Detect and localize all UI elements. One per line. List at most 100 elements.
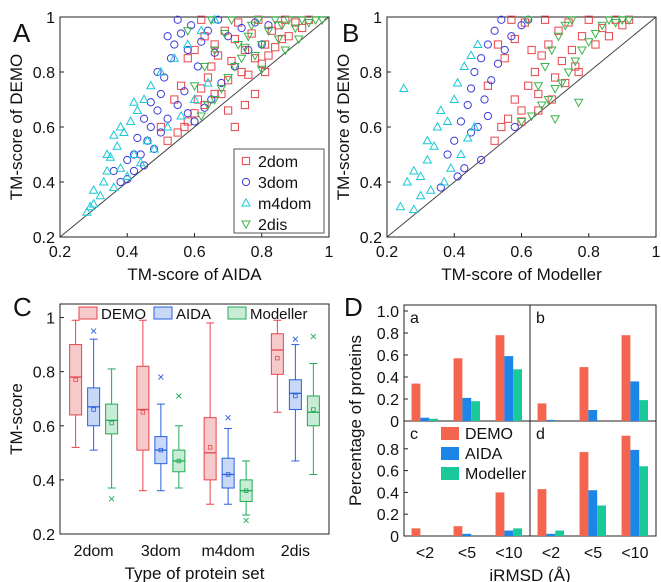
y-tick-label: 0.6 (377, 464, 399, 481)
outlier-AIDA (91, 329, 96, 334)
x-tick-label: <10 (495, 545, 522, 562)
data-point-3dom (164, 115, 171, 122)
y-tick-label: 0.2 (377, 507, 399, 524)
data-point-2dis (251, 53, 259, 60)
bar-DEMO (580, 452, 589, 536)
legend-label: Modeller (250, 306, 308, 323)
data-point-m4dom (437, 106, 445, 113)
box-AIDA (222, 458, 234, 488)
data-point-m4dom (130, 98, 138, 105)
data-point-2dom (204, 74, 211, 81)
outlier-Modeller (176, 394, 181, 399)
outlier-Modeller (109, 496, 114, 501)
bar-DEMO (496, 492, 505, 536)
data-point-2dom (272, 44, 279, 51)
legend-label: DEMO (465, 426, 513, 443)
data-point-3dom (478, 55, 485, 62)
legend-swatch-Modeller (228, 307, 246, 319)
data-point-m4dom (447, 164, 455, 171)
subplot-label: d (536, 426, 545, 443)
bar-DEMO (538, 489, 547, 536)
data-point-2dom (525, 82, 532, 89)
data-point-3dom (471, 68, 478, 75)
data-point-2dom (558, 57, 565, 64)
legend-swatch-AIDA (441, 447, 459, 460)
data-point-2dom (238, 68, 245, 75)
y-tick-label: 0.8 (377, 326, 399, 343)
data-point-2dis (598, 22, 606, 29)
data-point-2dom (592, 41, 599, 48)
box-DEMO (137, 366, 149, 450)
data-point-3dom (494, 60, 501, 67)
data-point-m4dom (474, 40, 482, 47)
y-tick-label: 0.4 (377, 370, 399, 387)
box-Modeller (307, 396, 319, 426)
data-point-2dom (245, 71, 252, 78)
data-point-2dom (231, 123, 238, 130)
data-point-2dom (605, 33, 612, 40)
y-axis-label: Percentage of proteins (346, 335, 365, 506)
data-point-m4dom (427, 186, 435, 193)
data-point-3dom (481, 96, 488, 103)
diagonal-line (387, 17, 656, 237)
data-point-2dom (235, 19, 242, 26)
data-point-m4dom (133, 106, 141, 113)
data-point-3dom (157, 90, 164, 97)
bar-Modeller (639, 466, 648, 536)
outlier-AIDA (226, 415, 231, 420)
legend-label: AIDA (465, 446, 503, 463)
legend-label: DEMO (101, 306, 146, 323)
data-point-2dis (551, 116, 559, 123)
data-point-m4dom (90, 186, 98, 193)
data-point-2dom (285, 33, 292, 40)
y-tick-label: 0.8 (360, 65, 382, 82)
bar-AIDA (504, 356, 513, 421)
data-point-3dom (491, 27, 498, 34)
bar-Modeller (513, 528, 522, 536)
plot-frame (60, 304, 329, 534)
data-point-2dom (491, 137, 498, 144)
data-point-3dom (457, 118, 464, 125)
bar-AIDA (420, 418, 429, 421)
bar-DEMO (454, 526, 463, 536)
data-point-3dom (140, 115, 147, 122)
x-tick-label: <5 (458, 545, 476, 562)
bar-AIDA (630, 381, 639, 421)
bar-Modeller (639, 400, 648, 421)
data-point-m4dom (423, 137, 431, 144)
x-tick-label: 0.6 (510, 244, 532, 261)
data-point-m4dom (147, 82, 155, 89)
y-tick-label: 0.2 (33, 527, 55, 544)
y-tick-label: 1.0 (377, 304, 399, 321)
data-point-m4dom (113, 142, 121, 149)
bar-DEMO (622, 436, 631, 536)
x-tick-label: 0.8 (578, 244, 600, 261)
y-axis-label: TM-score (7, 383, 26, 455)
data-point-2dom (174, 129, 181, 136)
y-tick-label: 0.2 (33, 230, 55, 247)
data-point-m4dom (423, 156, 431, 163)
legend-swatch-AIDA (154, 307, 172, 319)
data-point-m4dom (417, 192, 425, 199)
data-point-2dom (504, 115, 511, 122)
y-tick-label: 0.2 (360, 230, 382, 247)
data-point-2dis (534, 83, 542, 90)
y-tick-label: 0.8 (33, 365, 55, 382)
y-tick-label: 0.6 (360, 120, 382, 137)
data-point-m4dom (127, 117, 135, 124)
data-point-2dis (551, 86, 559, 93)
data-point-m4dom (396, 203, 404, 210)
y-tick-label: 1 (373, 10, 382, 27)
subplot-label: c (410, 426, 418, 443)
y-tick-label: 1 (46, 311, 55, 328)
legend-swatch-Modeller (441, 467, 459, 480)
data-point-3dom (451, 137, 458, 144)
panel-label: A (13, 18, 31, 48)
x-tick-label: <2 (416, 545, 434, 562)
x-tick-label: <2 (542, 545, 560, 562)
data-point-2dom (241, 101, 248, 108)
legend-swatch-DEMO (441, 427, 459, 440)
data-point-3dom (134, 134, 141, 141)
